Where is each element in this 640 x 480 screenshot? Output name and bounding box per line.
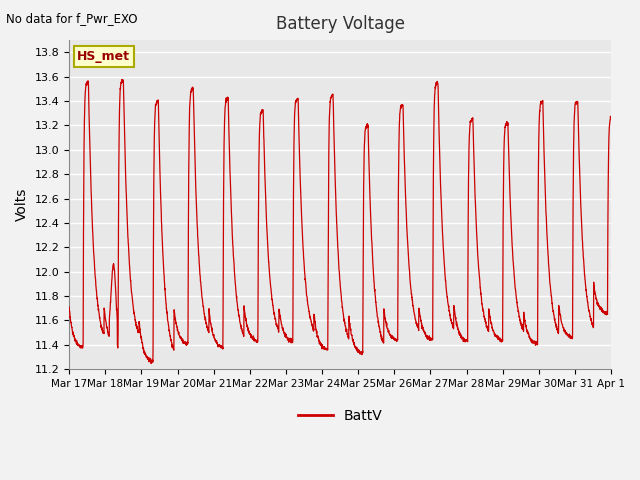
- Text: HS_met: HS_met: [77, 50, 131, 63]
- Title: Battery Voltage: Battery Voltage: [276, 15, 404, 33]
- Legend: BattV: BattV: [292, 403, 388, 428]
- Text: No data for f_Pwr_EXO: No data for f_Pwr_EXO: [6, 12, 138, 25]
- Y-axis label: Volts: Volts: [15, 188, 29, 221]
